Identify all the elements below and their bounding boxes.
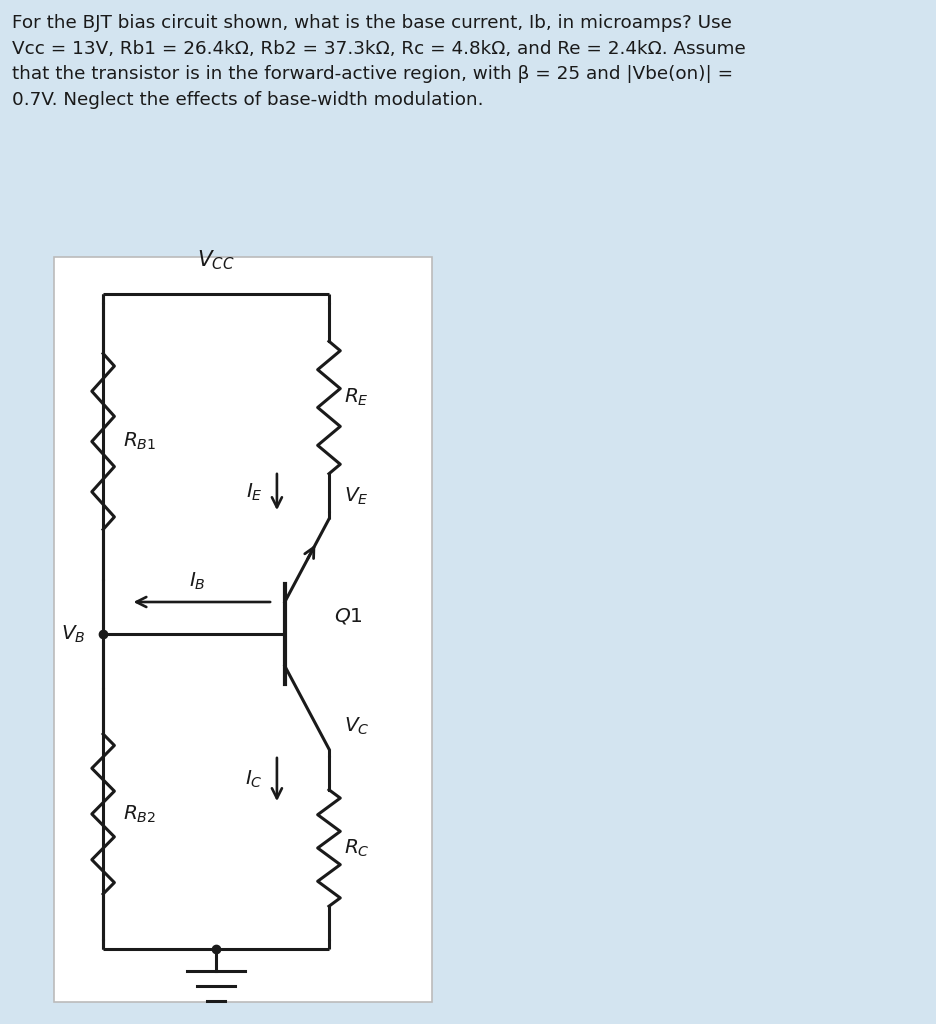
Text: $\mathit{V}_C$: $\mathit{V}_C$ xyxy=(344,716,369,737)
Text: $\mathit{V}_{CC}$: $\mathit{V}_{CC}$ xyxy=(197,249,235,272)
Text: $R_E$: $R_E$ xyxy=(344,387,368,409)
Text: $R_{B1}$: $R_{B1}$ xyxy=(123,431,156,453)
Text: $R_{B2}$: $R_{B2}$ xyxy=(123,804,155,824)
Text: $Q1$: $Q1$ xyxy=(333,606,362,626)
Text: $\mathit{V}_E$: $\mathit{V}_E$ xyxy=(344,485,368,507)
Text: $\mathit{V}_B$: $\mathit{V}_B$ xyxy=(61,624,85,645)
Text: $\mathit{I}_E$: $\mathit{I}_E$ xyxy=(246,481,263,503)
Text: $\mathit{I}_C$: $\mathit{I}_C$ xyxy=(245,769,263,791)
Text: For the BJT bias circuit shown, what is the base current, Ib, in microamps? Use
: For the BJT bias circuit shown, what is … xyxy=(12,14,745,110)
FancyBboxPatch shape xyxy=(54,257,431,1002)
Text: $\mathit{I}_B$: $\mathit{I}_B$ xyxy=(188,570,205,592)
Text: $R_C$: $R_C$ xyxy=(344,838,369,859)
